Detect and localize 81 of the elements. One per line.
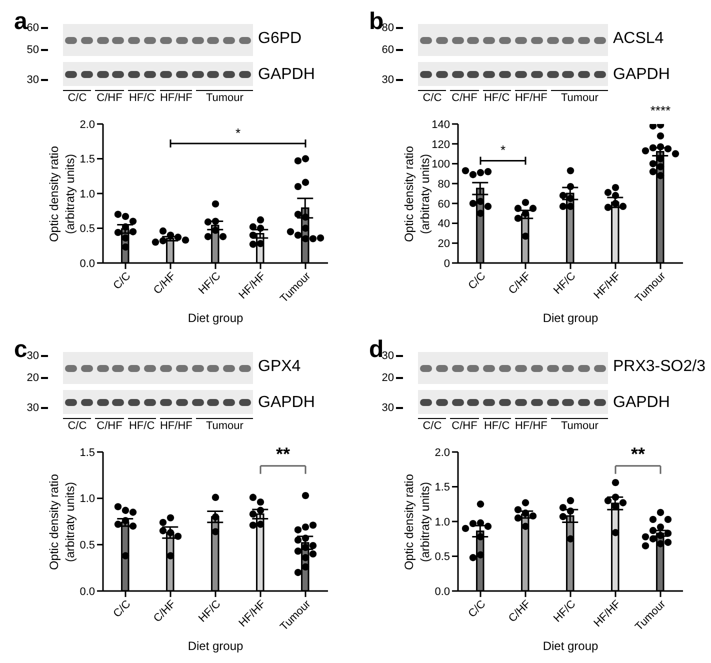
y-tick-label: 2.0 [80,118,95,131]
text: HF/C [482,418,511,432]
text: HF/HF [160,90,192,104]
text: **** [650,103,671,118]
text: 30 [380,74,395,86]
text: 20 [26,372,40,384]
x-tick-label: C/C [466,270,488,292]
text: 20 [380,372,395,384]
annotation: * [235,125,241,140]
y-tick-label: 0.0 [80,258,95,270]
y-tick-label: 1.5 [80,154,95,166]
text: C/HF [95,418,124,432]
text: 80 [382,22,395,34]
y-tick-label: 40 [438,218,450,230]
text: Tumour [551,90,608,104]
text: GAPDH [258,66,315,84]
text: HF/HF [514,90,548,104]
y-tick-label: 60 [438,198,450,210]
text: 30 [382,350,395,362]
text: GPX4 [258,358,301,376]
y-tick-label: 1.0 [434,516,450,528]
annotation: ** [276,444,290,464]
x-tick-label: C/C [111,270,134,292]
y-axis-title: Optic density ratio (arbitraty units) [46,472,78,572]
text: Tumour [551,418,608,432]
text: 30 [380,402,395,414]
y-tick-label: 20 [438,238,450,250]
text: C/HF [450,418,479,432]
y-tick-label: 80 [438,178,450,190]
y-tick-label: 0.0 [434,586,450,598]
text: Tumour [196,90,254,104]
text: C/C [63,90,92,104]
text: 60 [26,22,40,34]
text: GAPDH [613,66,670,84]
text: G6PD [258,30,302,48]
text: 30 [26,402,40,414]
text: ACSL4 [613,30,664,48]
x-axis-title: Diet group [542,311,600,325]
text: C/C [418,418,446,432]
y-tick-label: 1.0 [80,188,95,200]
text: HF/HF [160,418,192,432]
y-tick-label: 1.5 [434,482,450,494]
text: GAPDH [613,394,670,412]
text: HF/C [128,90,156,104]
text: C/HF [95,90,124,104]
x-axis-title: Diet group [186,311,244,325]
text: GAPDH [258,394,315,412]
text: HF/HF [514,418,548,432]
y-tick-label: 120 [432,138,450,151]
y-axis-title: Optic density ratio (arbitraty units) [401,472,433,572]
x-tick-label: C/C [111,598,134,620]
y-tick-label: 0.5 [434,551,450,564]
y-axis-title: Optic density ratio (arbitraty units) [402,145,432,242]
text: HF/C [128,418,156,432]
text: C/C [63,418,92,432]
text: C/HF [450,90,479,104]
y-tick-label: 0.5 [80,540,95,552]
x-axis-title: Diet group [542,639,600,653]
chart-title: c [14,336,28,364]
y-tick-label: 1.0 [80,493,95,506]
text: 30 [26,74,40,86]
x-tick-label: C/C [466,598,488,620]
text: 60 [380,44,395,56]
y-tick-label: 2.0 [434,446,450,459]
text: C/C [418,90,446,104]
y-tick-label: 0 [444,258,450,270]
text: PRX3-SO2/3 [613,358,706,376]
chart-title: a [14,8,28,36]
text: 50 [26,44,40,56]
text: Tumour [196,418,254,432]
y-axis-title: Optic density ratio (arbitraty units) [46,144,78,244]
text: 30 [26,350,40,362]
text: HF/C [482,90,511,104]
annotation: ** [630,444,646,464]
y-tick-label: 140 [432,118,450,131]
x-axis-title: Diet group [186,639,244,653]
annotation: * [500,142,506,158]
y-tick-label: 100 [432,158,450,171]
y-tick-label: 0.5 [80,223,95,236]
y-tick-label: 1.5 [80,446,95,459]
y-tick-label: 0.0 [80,586,95,598]
